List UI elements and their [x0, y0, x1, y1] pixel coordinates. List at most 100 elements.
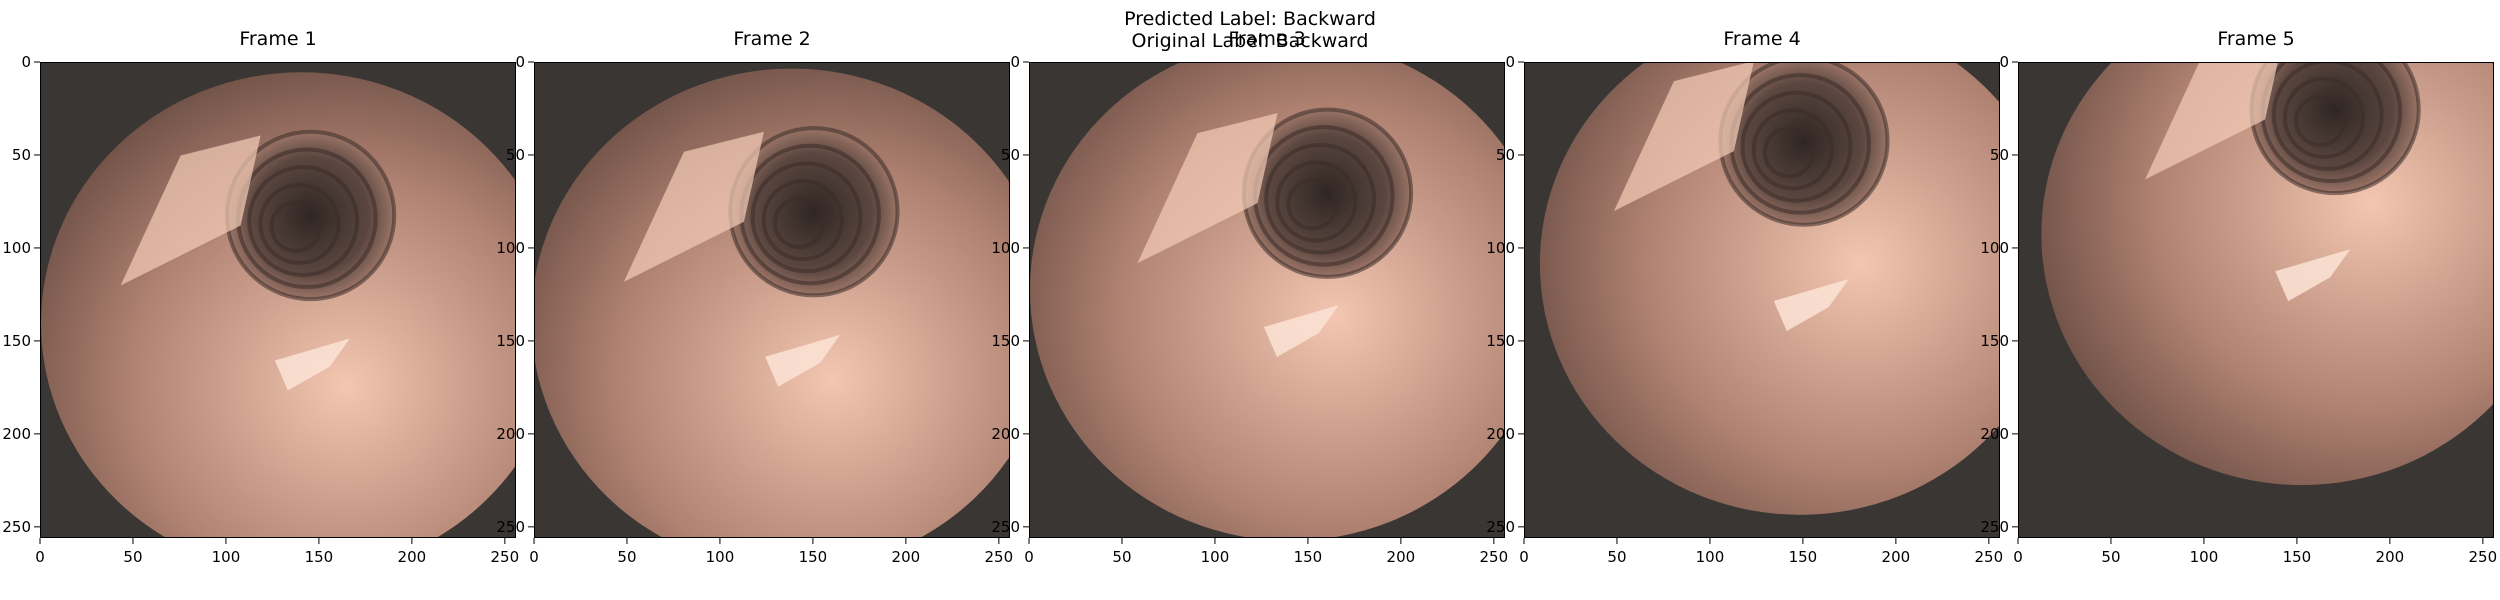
y-tick-label: 100	[496, 239, 525, 257]
lumen-ring	[1286, 178, 1339, 231]
x-tick-label: 0	[1519, 548, 1529, 566]
endoscopy-frame-image	[534, 62, 1010, 538]
predicted-label: Predicted Label: Backward	[1124, 8, 1376, 30]
frame-panel-4: Frame 4 0 50 100 150 200 250 0 50 100 150 200 250	[1486, 28, 2003, 566]
y-tick-label: 0	[1010, 53, 1020, 71]
frame-panel-1: Frame 1 0 50 100 150 200 250 0 50 100 150 200 250	[2, 28, 519, 566]
x-tick-label: 250	[985, 548, 1014, 566]
y-tick-label: 250	[1486, 518, 1515, 536]
x-tick-label: 250	[1480, 548, 1509, 566]
frame-title: Frame 3	[1228, 28, 1306, 50]
y-tick-label: 100	[1486, 239, 1515, 257]
lit-fold	[1613, 63, 1754, 212]
x-tick-label: 50	[1607, 548, 1626, 566]
tissue-wall	[41, 72, 515, 537]
x-tick-label: 150	[1294, 548, 1323, 566]
lit-fold	[623, 131, 764, 282]
y-tick-label: 0	[1999, 53, 2009, 71]
y-tick-label: 150	[991, 332, 1020, 350]
endoscopy-frame-image	[2018, 62, 2494, 538]
lit-fold	[120, 135, 261, 286]
x-tick-label: 100	[706, 548, 735, 566]
x-tick-label: 50	[123, 548, 142, 566]
x-tick-label: 0	[2013, 548, 2023, 566]
y-tick-label: 0	[515, 53, 525, 71]
y-tick-label: 100	[991, 239, 1020, 257]
endoscopy-frame-image	[1524, 62, 2000, 538]
y-tick-label: 150	[1486, 332, 1515, 350]
specular-highlight	[1263, 305, 1339, 358]
x-tick-label: 150	[305, 548, 334, 566]
lumen-ring	[1740, 90, 1853, 203]
x-tick-label: 0	[1024, 548, 1034, 566]
lit-fold	[2145, 63, 2278, 180]
x-tick-label: 250	[2469, 548, 2498, 566]
frame-title: Frame 2	[733, 28, 811, 50]
x-tick-label: 50	[2101, 548, 2120, 566]
y-tick-label: 150	[1980, 332, 2009, 350]
specular-highlight	[1773, 279, 1849, 331]
y-tick-label: 250	[991, 518, 1020, 536]
y-tick-label: 150	[2, 332, 31, 350]
y-tick-label: 0	[1505, 53, 1515, 71]
frame-panel-2: Frame 2 0 50 100 150 200 250 0 50 100 150 200 250	[496, 28, 1013, 566]
endoscopy-frame-image	[40, 62, 516, 538]
y-tick-label: 200	[1486, 425, 1515, 443]
lumen-ring	[761, 179, 844, 262]
x-tick-label: 200	[1387, 548, 1416, 566]
x-tick-label: 100	[1201, 548, 1230, 566]
lumen-ring	[750, 161, 863, 274]
x-tick-label: 150	[1789, 548, 1818, 566]
lumen-ring	[269, 200, 322, 253]
lumen-ring	[2271, 63, 2384, 171]
x-tick-label: 100	[1696, 548, 1725, 566]
lumen-ring	[1751, 108, 1834, 191]
y-tick-label: 50	[1496, 146, 1515, 164]
y-tick-label: 250	[1980, 518, 2009, 536]
x-tick-label: 0	[35, 548, 45, 566]
y-tick-label: 50	[12, 146, 31, 164]
specular-highlight	[765, 334, 841, 387]
y-tick-label: 50	[1990, 146, 2009, 164]
x-tick-label: 150	[2283, 548, 2312, 566]
y-tick-label: 0	[21, 53, 31, 71]
x-tick-label: 250	[1975, 548, 2004, 566]
endoscopy-frame-image	[1029, 62, 1505, 538]
y-tick-label: 200	[991, 425, 1020, 443]
frame-panel-3: Frame 3 0 50 100 150 200 250 0 50 100 150 200 250	[991, 28, 1508, 566]
lumen-ring	[1264, 142, 1376, 255]
x-tick-label: 250	[491, 548, 520, 566]
y-tick-label: 200	[1980, 425, 2009, 443]
lumen-ring	[2282, 76, 2365, 159]
y-tick-label: 200	[496, 425, 525, 443]
x-tick-label: 200	[1882, 548, 1911, 566]
lumen-ring	[1275, 160, 1358, 243]
lumen-ring	[258, 182, 341, 265]
lit-fold	[1137, 113, 1278, 264]
y-tick-label: 200	[2, 425, 31, 443]
y-tick-label: 50	[506, 146, 525, 164]
frame-panel-5: Frame 5 0 50 100 150 200 250 0 50 100 150 200 250	[1980, 28, 2497, 566]
lumen-ring	[772, 196, 826, 250]
y-tick-label: 250	[496, 518, 525, 536]
y-tick-label: 100	[2, 239, 31, 257]
x-tick-label: 200	[892, 548, 921, 566]
specular-highlight	[274, 338, 350, 391]
x-tick-label: 0	[529, 548, 539, 566]
y-tick-label: 100	[1980, 239, 2009, 257]
lumen-ring	[2294, 94, 2347, 147]
x-tick-label: 100	[2190, 548, 2219, 566]
original-label: Original Label: Backward	[1131, 30, 1369, 52]
lumen-ring	[1762, 126, 1816, 179]
y-tick-label: 150	[496, 332, 525, 350]
specular-highlight	[2275, 249, 2351, 302]
frame-title: Frame 4	[1723, 28, 1801, 50]
x-tick-label: 50	[617, 548, 636, 566]
frame-title: Frame 1	[239, 28, 317, 50]
y-tick-label: 50	[1001, 146, 1020, 164]
figure-suptitle: Predicted Label: Backward Original Label…	[0, 8, 2500, 52]
